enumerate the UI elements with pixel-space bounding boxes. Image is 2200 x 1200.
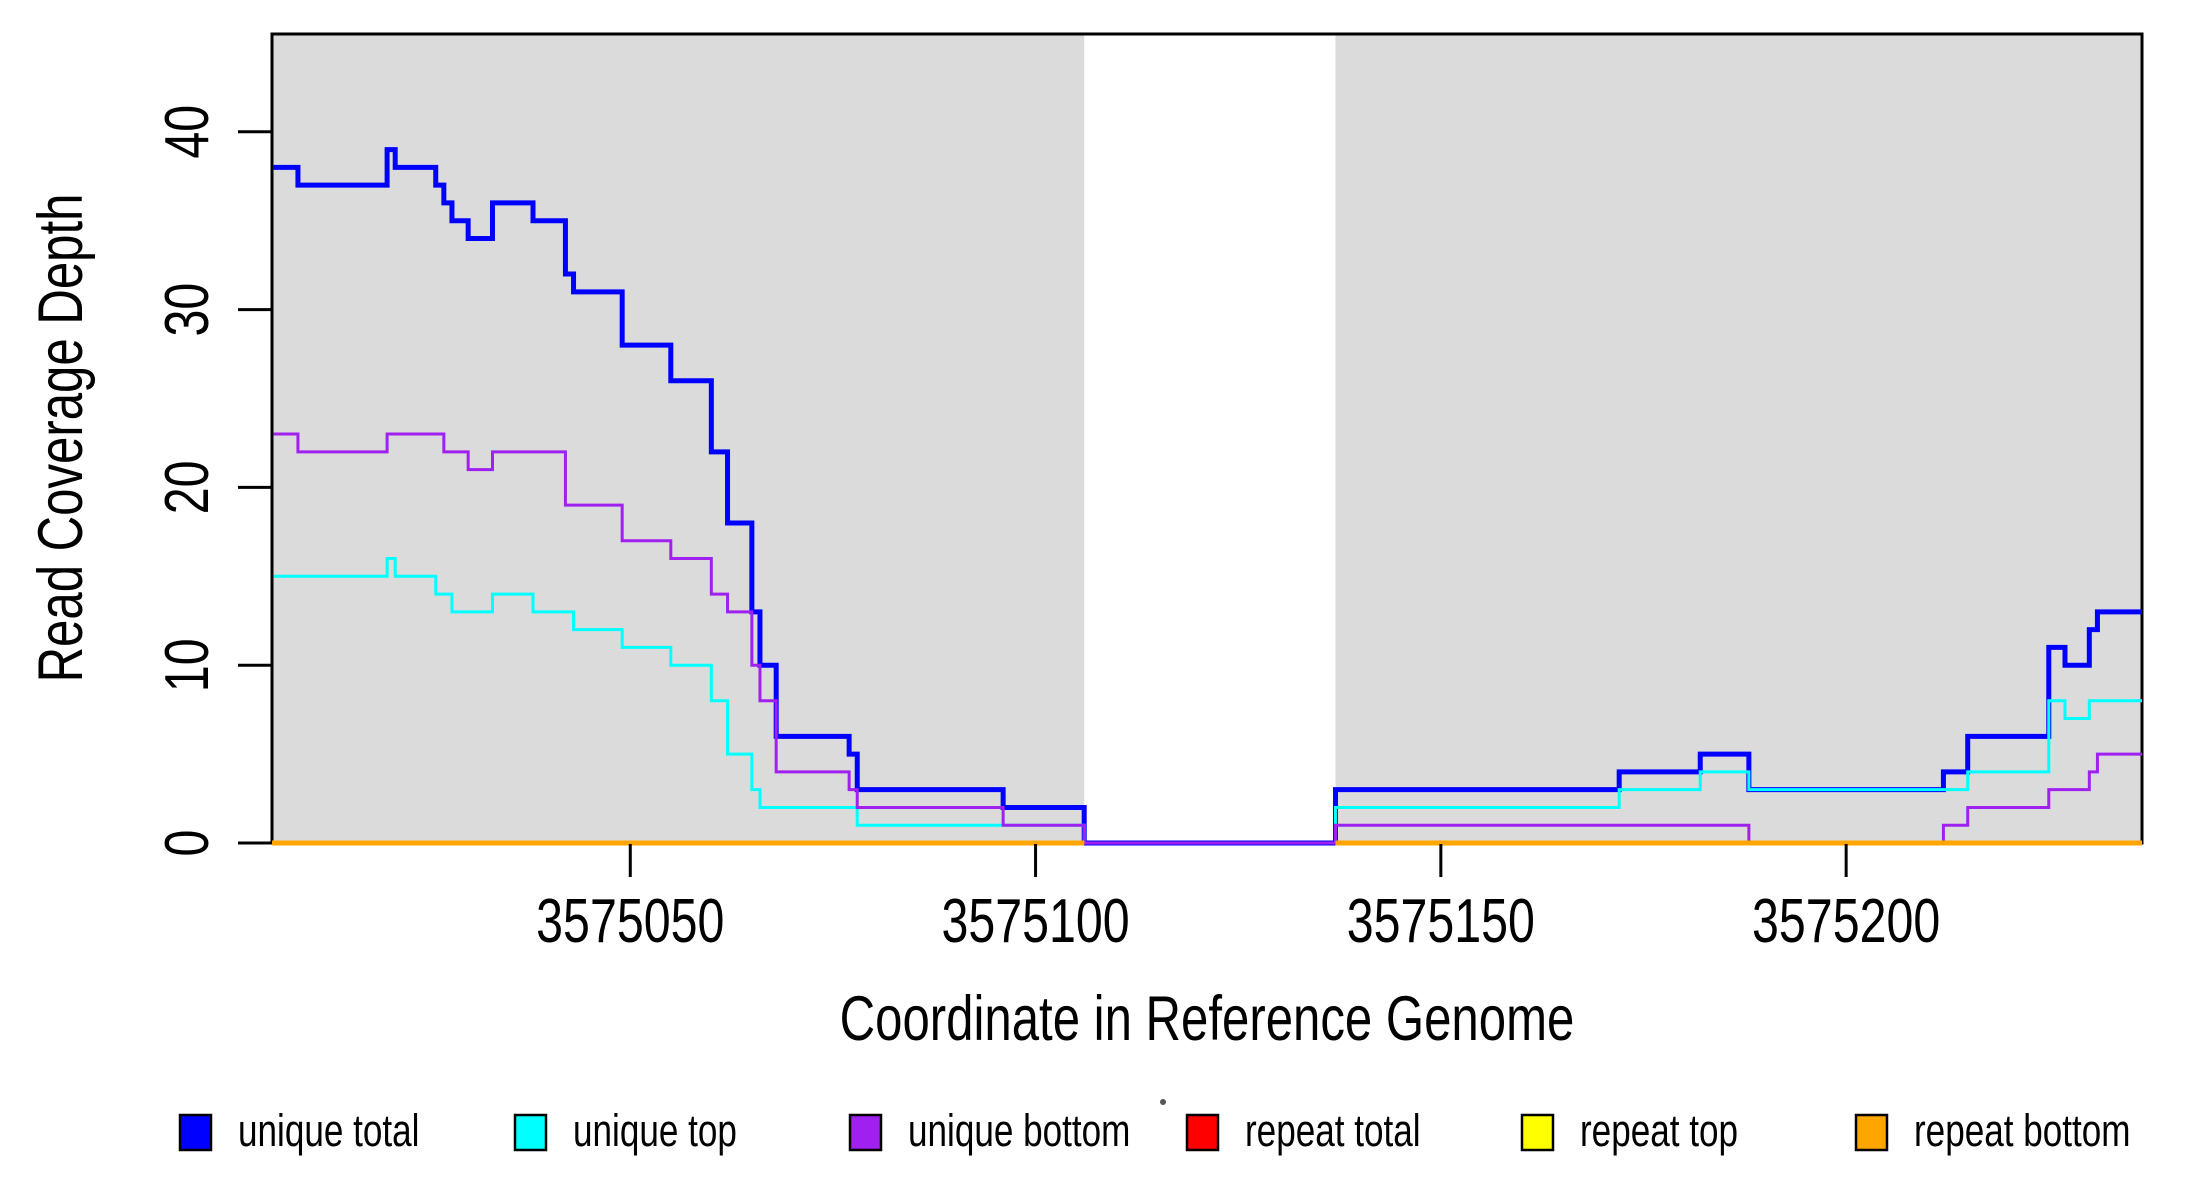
legend-swatch-unique-top — [513, 1113, 548, 1152]
legend-label-repeat-top: repeat top — [1580, 1105, 1738, 1156]
legend-swatch-unique-total — [178, 1113, 213, 1152]
legend-swatch-repeat-top — [1520, 1113, 1555, 1152]
legend-label-unique-total: unique total — [238, 1105, 419, 1156]
x-tick-label: 3575150 — [1347, 886, 1535, 955]
legend-swatch-repeat-total — [1185, 1113, 1220, 1152]
shaded-regions — [272, 34, 2142, 843]
legend-label-repeat-total: repeat total — [1245, 1105, 1421, 1156]
legend: unique total unique top unique bottom repea… — [178, 1099, 2131, 1156]
x-tick-label: 3575050 — [536, 886, 724, 955]
shaded-coverage-region — [1335, 34, 2142, 843]
x-tick-labels: 3575050 3575100 3575150 3575200 — [536, 886, 1940, 955]
y-tick-label: 0 — [152, 830, 221, 857]
legend-swatch-unique-bottom — [848, 1113, 883, 1152]
x-tick-label: 3575100 — [941, 886, 1129, 955]
legend-label-repeat-bottom: repeat bottom — [1914, 1105, 2131, 1156]
y-tick-labels: 0 10 20 30 40 — [152, 105, 221, 857]
y-tick-label: 30 — [152, 283, 221, 337]
legend-label-unique-top: unique top — [573, 1105, 737, 1156]
legend-swatch-repeat-bottom — [1854, 1113, 1889, 1152]
axis-ticks — [238, 130, 1848, 877]
series-line-unique-top — [273, 557, 2142, 845]
series-line-unique-total — [273, 147, 2142, 846]
x-axis-title: Coordinate in Reference Genome — [840, 983, 1575, 1053]
stray-dot-mark — [1160, 1099, 1166, 1105]
series-line-unique-bottom — [273, 432, 2142, 845]
y-axis-title: Read Coverage Depth — [25, 194, 95, 683]
x-tick-label: 3575200 — [1752, 886, 1940, 955]
y-tick-label: 20 — [152, 461, 221, 515]
series-lines — [272, 147, 2142, 846]
legend-label-unique-bottom: unique bottom — [908, 1105, 1130, 1156]
y-tick-label: 40 — [152, 105, 221, 159]
y-tick-label: 10 — [152, 638, 221, 692]
